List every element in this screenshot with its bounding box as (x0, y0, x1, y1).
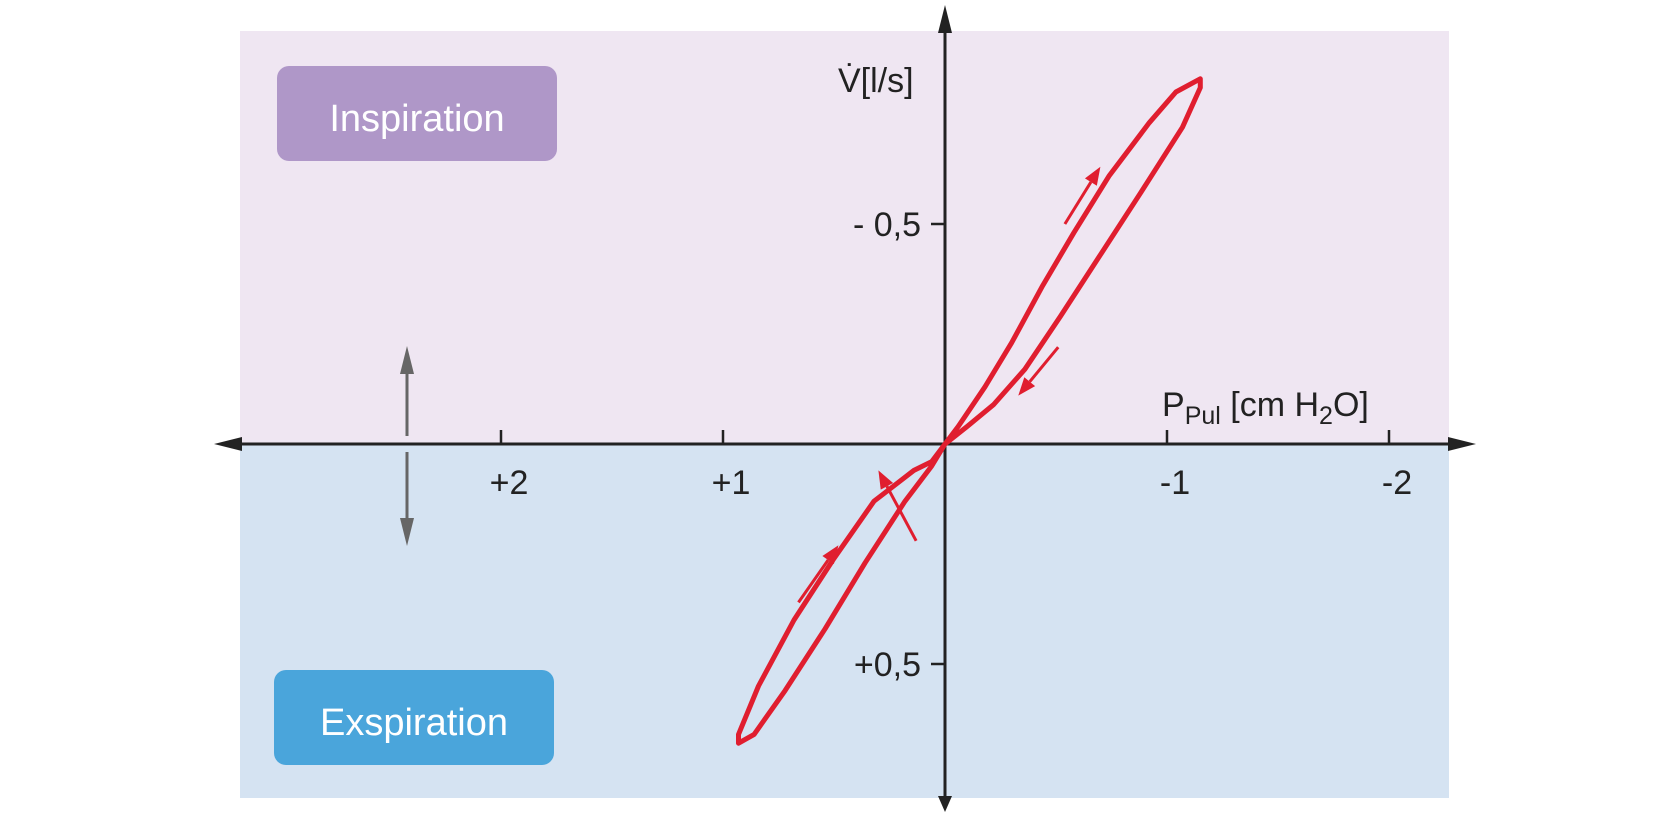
direction-arrow-1 (1018, 346, 1060, 396)
direction-arrow-3 (878, 470, 918, 542)
x-tick-label-2: -1 (1160, 464, 1190, 502)
x-axis-right-arrow (1448, 437, 1476, 451)
inspiration-label: Inspiration (329, 98, 504, 140)
x-axis (214, 437, 1476, 451)
x-label-unit-sub: 2 (1319, 402, 1333, 430)
x-tick-label-0: +2 (490, 464, 529, 502)
double-arrow-icon (400, 346, 414, 546)
exspiration-box: Exspiration (274, 670, 554, 765)
direction-arrow-2 (797, 545, 839, 604)
y-axis-bottom-arrow (938, 796, 952, 812)
y-tick-label-1: +0,5 (854, 646, 921, 684)
tick-labels: +2 +1 -1 -2 - 0,5 +0,5 (490, 206, 1413, 684)
x-label-main: P (1162, 386, 1185, 424)
series-layer (736, 76, 1203, 746)
y-tick-label-0: - 0,5 (853, 206, 921, 244)
pressure-flow-loop (736, 76, 1203, 746)
x-label-unit-post: O] (1333, 386, 1369, 424)
inspiration-box: Inspiration (277, 66, 557, 161)
x-label-sub: Pul (1185, 402, 1221, 430)
x-label-unit-pre: [cm H (1221, 386, 1319, 424)
exspiration-label: Exspiration (320, 702, 508, 744)
y-axis (938, 5, 952, 812)
direction-arrow-0 (1063, 166, 1101, 225)
y-axis-label: V̇[l/s] (838, 62, 914, 100)
tick-marks (499, 222, 1391, 666)
x-axis-left-arrow (214, 437, 242, 451)
x-axis-label: PPul [cm H2O] (1162, 386, 1369, 430)
y-axis-top-arrow (938, 5, 952, 33)
x-tick-label-3: -2 (1382, 464, 1412, 502)
x-tick-label-1: +1 (712, 464, 751, 502)
